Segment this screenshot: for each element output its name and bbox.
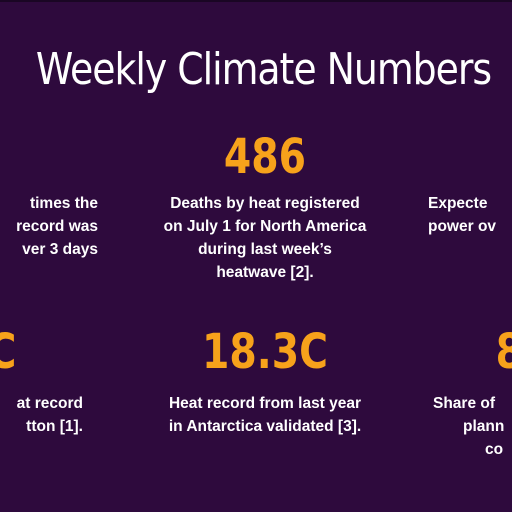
stat-description-line: Heat record from last year: [168, 395, 362, 412]
top-border: [0, 0, 512, 2]
stat-description-line: Deaths by heat registered: [170, 195, 360, 212]
page-title: Weekly Climate Numbers: [35, 44, 492, 95]
stat-value-top-center: 486: [223, 129, 307, 185]
stat-description-line: on July 1 for North America: [163, 218, 367, 235]
stat-description-line: power ov: [428, 218, 497, 235]
stat-description-bottom-left: at record tton [1].: [0, 392, 83, 438]
stat-description-line: during last week’s: [198, 241, 332, 258]
stat-value-bottom-right: 8: [496, 322, 512, 382]
stat-description-line: Expecte: [428, 195, 488, 212]
stat-description-bottom-center: Heat record from last year in Antarctica…: [125, 392, 405, 438]
stat-description-top-center: Deaths by heat registered on July 1 for …: [130, 192, 400, 284]
stat-description-line: heatwave [2].: [216, 264, 314, 281]
stat-value-bottom-center: 18.3C: [202, 324, 328, 380]
stat-description-line: tton [1].: [26, 418, 83, 435]
stat-description-line: co: [485, 441, 504, 458]
stat-description-line: plann: [463, 418, 505, 435]
stat-description-top-right: Expecte power ov: [428, 192, 512, 238]
stat-description-line: ver 3 days: [22, 241, 98, 258]
stat-description-line: in Antarctica validated [3].: [168, 418, 362, 435]
stat-description-line: Share of: [433, 395, 496, 412]
stat-description-top-left: times the record was ver 3 days: [0, 192, 98, 261]
stat-description-line: times the: [29, 195, 98, 212]
stat-value-bottom-left: C: [0, 322, 16, 382]
stat-description-bottom-right: Share of plann co: [433, 392, 512, 461]
stat-description-line: at record: [16, 395, 83, 412]
stat-description-line: record was: [16, 218, 98, 235]
